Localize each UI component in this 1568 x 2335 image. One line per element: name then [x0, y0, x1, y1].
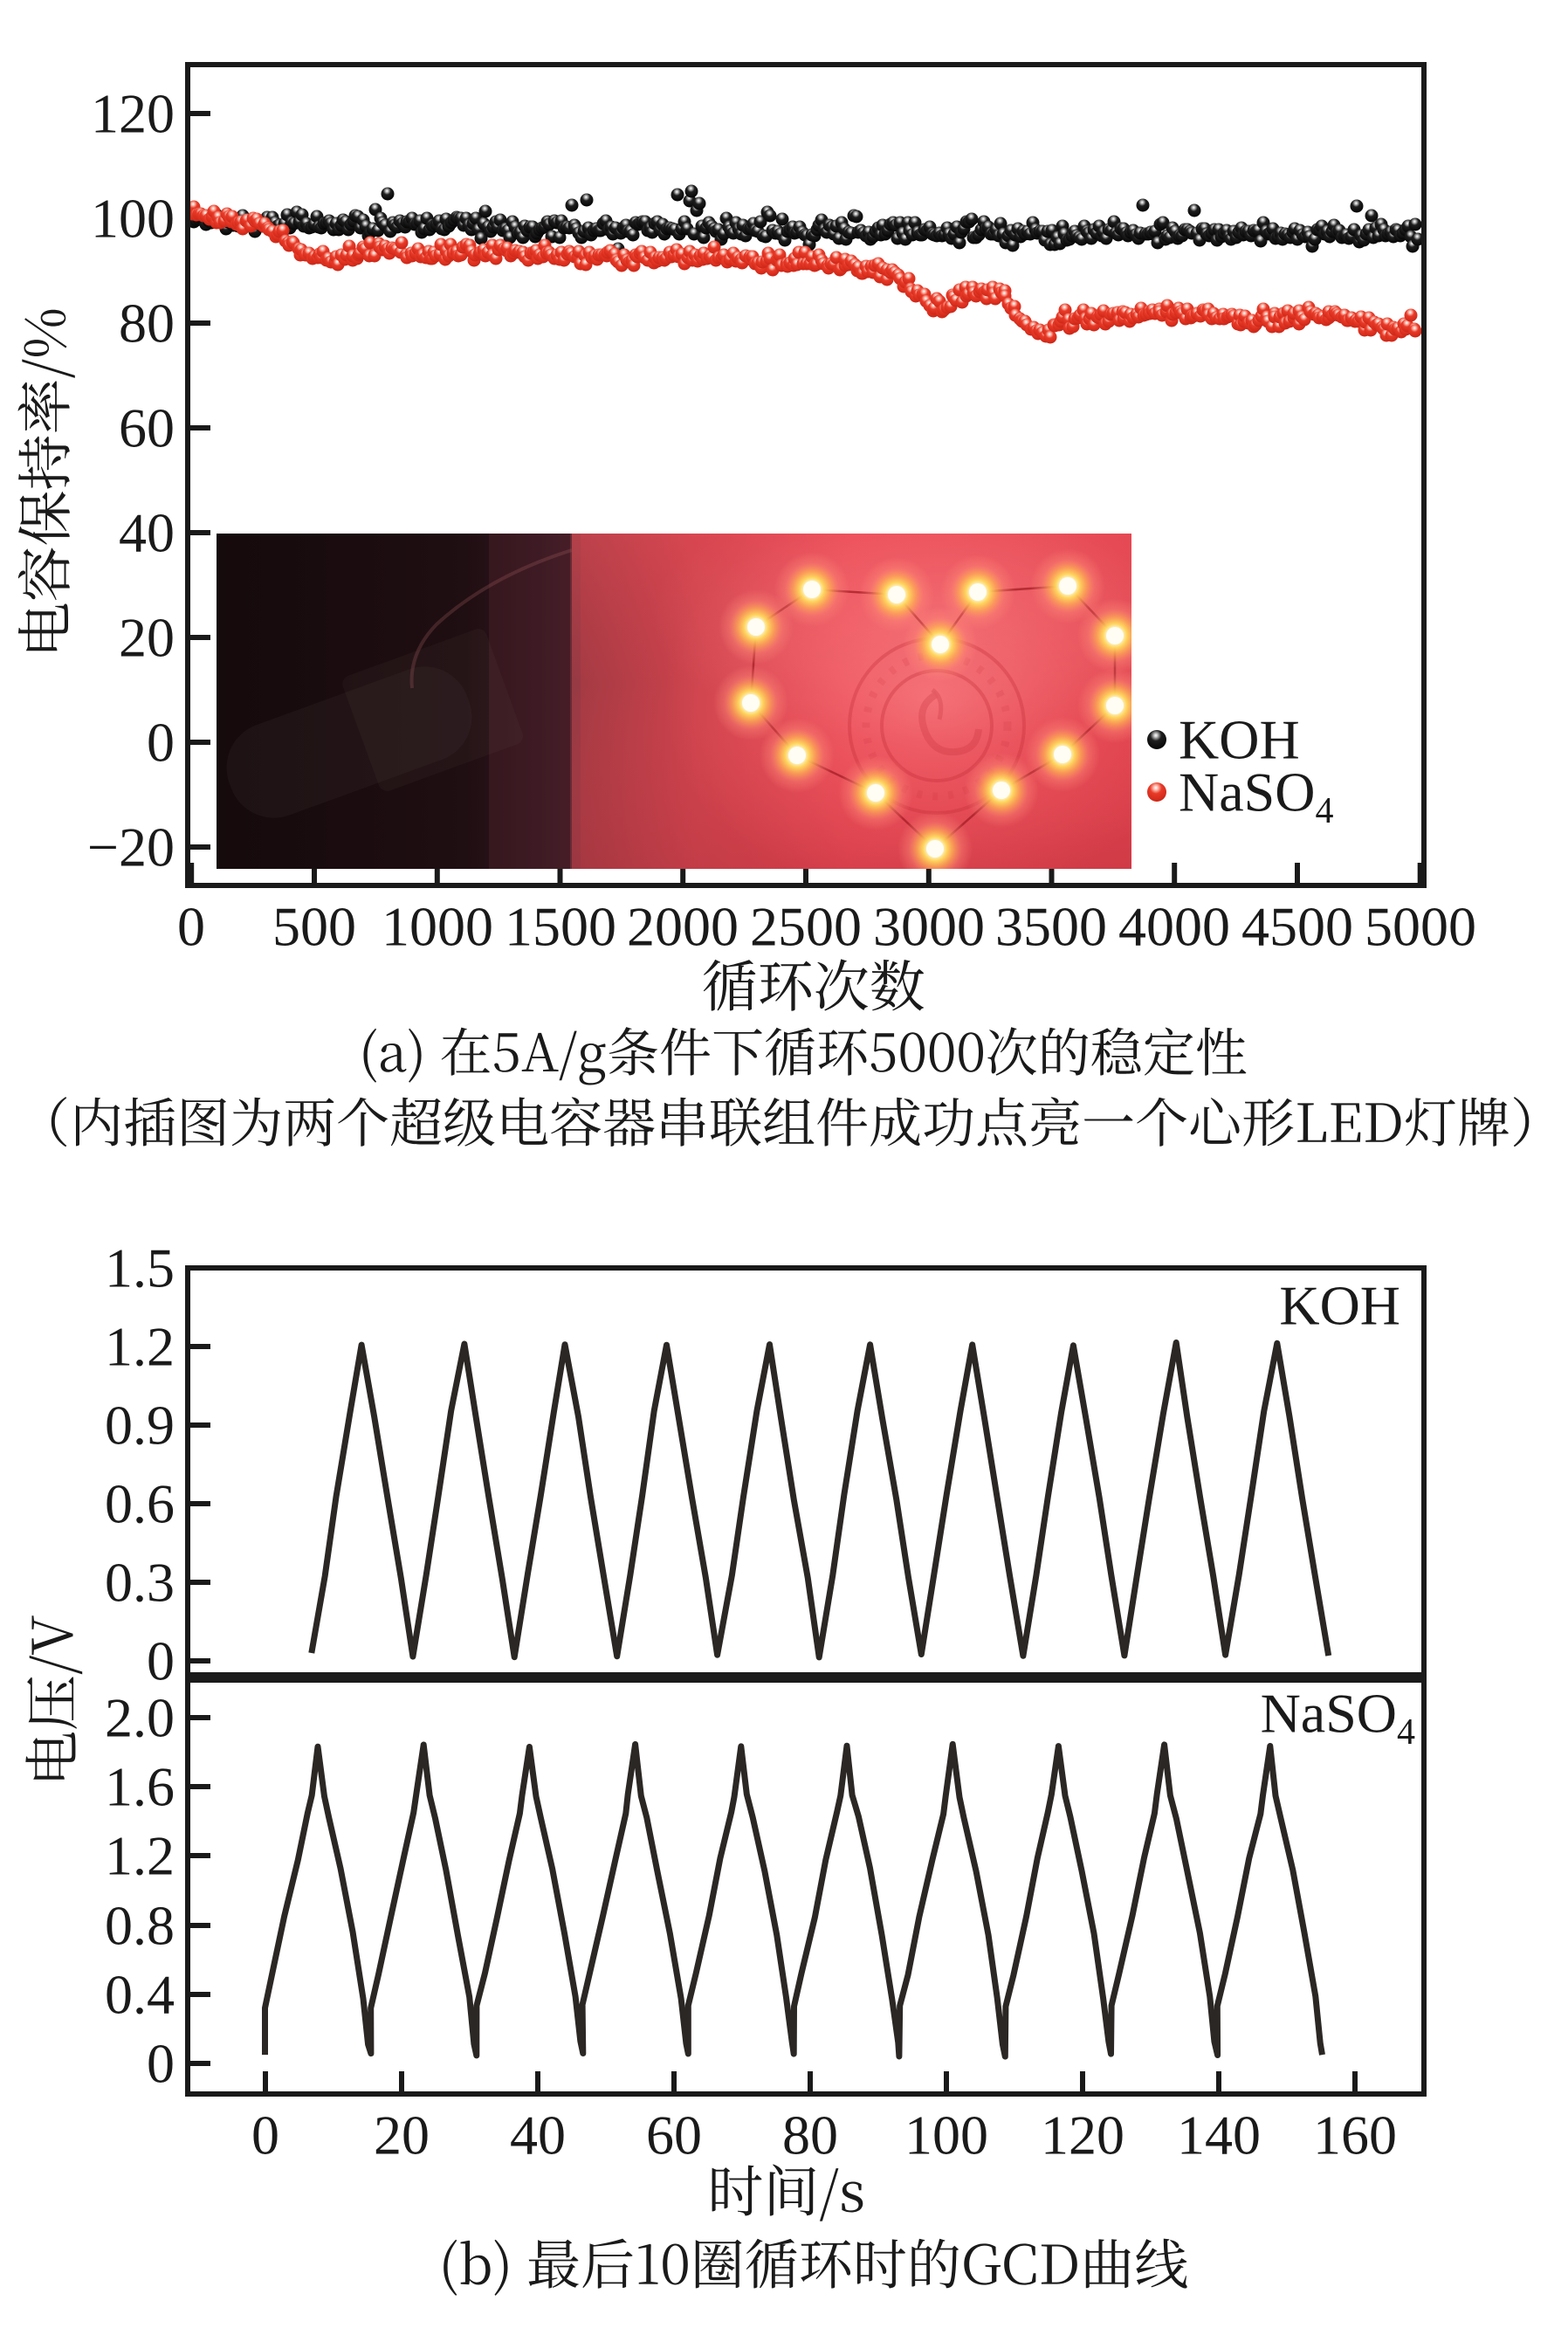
svg-text:−20: −20 — [87, 816, 175, 878]
svg-text:100: 100 — [904, 2104, 988, 2166]
svg-text:1500: 1500 — [505, 896, 616, 958]
svg-text:0.3: 0.3 — [105, 1552, 175, 1614]
svg-text:0: 0 — [147, 2033, 175, 2095]
svg-text:4500: 4500 — [1241, 896, 1353, 958]
svg-text:0: 0 — [147, 712, 175, 774]
svg-text:0: 0 — [251, 2104, 279, 2166]
svg-text:1.2: 1.2 — [105, 1316, 175, 1378]
svg-text:80: 80 — [782, 2104, 838, 2166]
svg-text:40: 40 — [510, 2104, 566, 2166]
svg-text:40: 40 — [119, 502, 175, 564]
svg-text:0.4: 0.4 — [105, 1964, 175, 2026]
svg-text:140: 140 — [1177, 2104, 1261, 2166]
svg-text:1000: 1000 — [382, 896, 493, 958]
svg-text:0.6: 0.6 — [105, 1473, 175, 1535]
svg-text:2500: 2500 — [750, 896, 862, 958]
svg-text:500: 500 — [272, 896, 356, 958]
svg-text:NaSO4: NaSO4 — [1261, 1683, 1415, 1753]
svg-text:KOH: KOH — [1179, 709, 1300, 771]
svg-text:NaSO4: NaSO4 — [1179, 761, 1333, 832]
svg-text:0: 0 — [147, 1630, 175, 1692]
svg-text:2.0: 2.0 — [105, 1687, 175, 1749]
svg-text:2000: 2000 — [627, 896, 739, 958]
svg-text:60: 60 — [119, 397, 175, 459]
svg-text:0.9: 0.9 — [105, 1395, 175, 1457]
svg-text:3500: 3500 — [995, 896, 1107, 958]
svg-text:20: 20 — [119, 607, 175, 669]
svg-text:5000: 5000 — [1365, 896, 1476, 958]
svg-text:0.8: 0.8 — [105, 1895, 175, 1957]
svg-text:80: 80 — [119, 293, 175, 355]
svg-text:4000: 4000 — [1118, 896, 1230, 958]
svg-text:160: 160 — [1313, 2104, 1397, 2166]
svg-text:KOH: KOH — [1279, 1275, 1400, 1337]
svg-text:1.6: 1.6 — [105, 1756, 175, 1818]
svg-text:0: 0 — [177, 896, 205, 958]
svg-text:3000: 3000 — [873, 896, 985, 958]
svg-text:120: 120 — [1041, 2104, 1124, 2166]
svg-text:1.5: 1.5 — [105, 1237, 175, 1299]
svg-text:100: 100 — [91, 188, 175, 250]
svg-text:20: 20 — [374, 2104, 430, 2166]
svg-text:120: 120 — [91, 83, 175, 145]
svg-text:1.2: 1.2 — [105, 1825, 175, 1887]
svg-text:60: 60 — [646, 2104, 702, 2166]
